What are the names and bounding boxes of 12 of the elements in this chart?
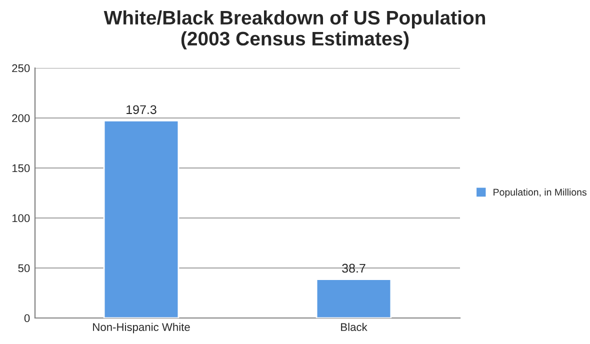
x-tick-label: Black	[341, 322, 368, 332]
legend-label: Population, in Millions	[494, 188, 586, 198]
y-tick-label: 100	[12, 214, 30, 222]
data-label: 38.7	[342, 264, 366, 273]
y-tick-label: 0	[24, 314, 30, 322]
data-label: 197.3	[126, 105, 156, 114]
chart-title: White/Black Breakdown of US Population (2003 Census Estimates)	[104, 10, 486, 50]
y-tick-label: 200	[12, 114, 30, 122]
y-tick-label: 250	[12, 64, 30, 72]
x-tick-label: Non-Hispanic White	[93, 322, 190, 334]
y-tick-label: 50	[18, 264, 30, 272]
y-tick-label: 150	[12, 164, 30, 172]
